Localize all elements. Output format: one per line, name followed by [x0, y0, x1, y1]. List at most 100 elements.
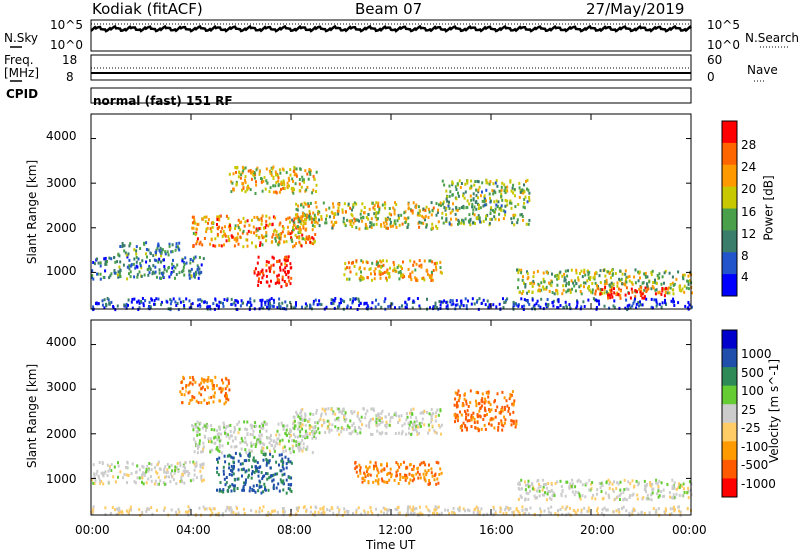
velocity-colorbar-segment	[722, 348, 737, 368]
power-echo-region-6	[343, 259, 443, 283]
power-ytick-3000: 3000	[46, 176, 77, 190]
nsky-tick-high: 10^5	[50, 18, 83, 32]
velocity-echo-region-5	[292, 407, 443, 437]
cpid-value: normal (fast) 151 RF	[93, 94, 233, 108]
velocity-cbar-tick-minus500: -500	[741, 458, 769, 472]
velocity-ylabel: Slant Range [km]	[25, 363, 40, 469]
top-panel-frames	[10, 19, 790, 104]
velocity-colorbar-frame	[721, 329, 738, 498]
velocity-ytick-3000: 3000	[46, 380, 77, 394]
velocity-echo-region-4	[354, 460, 443, 486]
station-title: Kodiak (fitACF)	[92, 0, 203, 18]
power-cbar-tick-28: 28	[741, 138, 757, 152]
xtick-5: 20:00	[580, 523, 615, 537]
date-title: 27/May/2019	[586, 0, 685, 18]
velocity-echo-region-7	[517, 478, 693, 502]
power-colorbar-segment	[722, 121, 737, 144]
velocity-colorbar-segment	[722, 478, 737, 498]
velocity-heatmap	[91, 375, 693, 517]
power-cbar-tick-20: 20	[741, 182, 757, 196]
power-echo-region-5	[291, 201, 442, 231]
velocity-cbar-tick-minus25: -25	[741, 421, 761, 435]
velocity-ytick-4000: 4000	[46, 335, 77, 349]
xtick-3: 12:00	[378, 523, 413, 537]
nave-label: Nave	[747, 63, 778, 77]
velocity-colorbar-segment	[722, 385, 737, 405]
power-colorbar-segment	[722, 142, 737, 166]
power-heatmap	[91, 165, 693, 312]
cpid-label: CPID	[6, 87, 39, 101]
velocity-colorbar-segment	[722, 404, 737, 424]
velocity-echo-region-2	[216, 451, 293, 495]
xtick-0: 00:00	[75, 523, 110, 537]
power-cbar-tick-4: 4	[741, 270, 749, 284]
beam-title: Beam 07	[355, 0, 423, 18]
velocity-echo-region-6	[453, 389, 518, 433]
velocity-echo-region-1	[191, 420, 318, 455]
nsky-panel	[90, 19, 692, 52]
colorbars	[721, 120, 738, 498]
nsky-tick-low: 10^0	[50, 38, 83, 52]
power-echo-region-1	[117, 241, 181, 258]
nsky-trace	[90, 24, 692, 33]
power-ytick-2000: 2000	[46, 221, 77, 235]
velocity-cbar-tick-500: 500	[741, 366, 764, 380]
nsearch-tick-high: 10^5	[707, 18, 740, 32]
power-cbar-tick-12: 12	[741, 227, 757, 241]
power-echo-region-2	[191, 214, 318, 249]
nsky-label: N.Sky	[4, 31, 39, 45]
velocity-cbar-tick-minus1000: -1000	[741, 477, 776, 491]
velocity-cbar-label: Velocity [m s^-1]	[767, 358, 782, 464]
power-echo-region-3	[253, 255, 293, 289]
power-echo-region-8	[516, 268, 693, 296]
freq-label: Freq.	[4, 53, 34, 67]
power-cbar-tick-16: 16	[741, 205, 757, 219]
power-frame	[90, 113, 692, 310]
xtick-1: 04:00	[176, 523, 211, 537]
freq-tick-low: 8	[66, 70, 74, 84]
nsearch-label: N.Search	[745, 31, 800, 45]
velocity-echo-region-0	[91, 460, 205, 486]
freq-tick-high: 18	[62, 53, 78, 67]
velocity-cbar-tick-100: 100	[741, 384, 764, 398]
power-echo-region-7	[441, 178, 531, 227]
power-ylabel: Slant Range [km]	[25, 159, 40, 265]
velocity-colorbar-segment	[722, 441, 737, 461]
power-echo-region-0	[91, 255, 205, 281]
velocity-colorbar-segment	[722, 422, 737, 442]
cpid-panel	[90, 87, 692, 104]
power-colorbar-segment	[722, 164, 737, 188]
velocity-cbar-tick-minus100: -100	[741, 440, 769, 454]
power-echo-region-9	[594, 285, 668, 300]
power-colorbar-frame	[721, 120, 738, 297]
velocity-cbar-tick-25: 25	[741, 403, 757, 417]
freq-unit: [MHz]	[4, 66, 40, 80]
power-colorbar-segment	[722, 252, 737, 275]
xtick-2: 08:00	[277, 523, 312, 537]
velocity-colorbar-segment	[722, 330, 737, 350]
power-ytick-4000: 4000	[46, 129, 77, 143]
power-cbar-tick-8: 8	[741, 249, 749, 263]
power-colorbar-segment	[722, 186, 737, 209]
xaxis-label: Time UT	[366, 538, 416, 552]
velocity-echo-region-3	[179, 375, 231, 406]
power-ytick-1000: 1000	[46, 264, 77, 278]
velocity-colorbar-segment	[722, 459, 737, 479]
nave-tick-high: 60	[707, 53, 723, 67]
nsearch-tick-low: 10^0	[707, 38, 740, 52]
axes	[90, 113, 692, 516]
power-echo-region-4	[228, 165, 318, 195]
nave-tick-low: 0	[707, 70, 715, 84]
velocity-ytick-2000: 2000	[46, 427, 77, 441]
velocity-cbar-tick-1000: 1000	[741, 347, 772, 361]
velocity-colorbar-segment	[722, 367, 737, 387]
power-colorbar-segment	[722, 230, 737, 253]
power-cbar-tick-24: 24	[741, 160, 757, 174]
velocity-ytick-1000: 1000	[46, 472, 77, 486]
power-colorbar-segment	[722, 208, 737, 231]
power-cbar-label: Power [dB]	[761, 175, 776, 241]
xtick-6: 00:00	[672, 523, 707, 537]
power-colorbar-segment	[722, 274, 737, 297]
xtick-4: 16:00	[479, 523, 514, 537]
